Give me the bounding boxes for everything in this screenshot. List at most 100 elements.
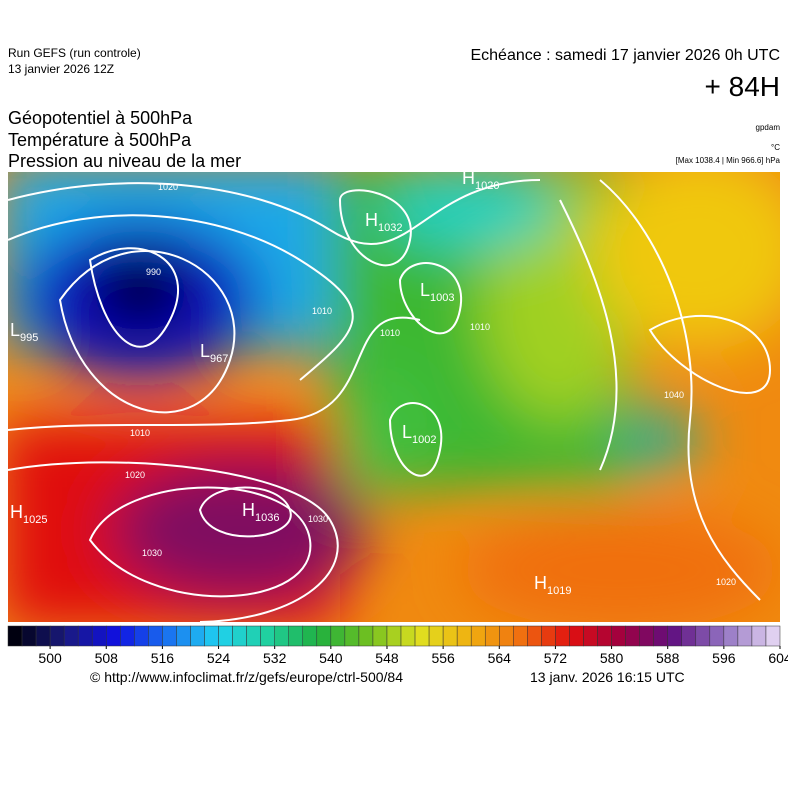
isobar-label: 990	[146, 267, 161, 277]
colorbar-cell	[765, 625, 781, 647]
colorbar-tick-label: 596	[712, 650, 736, 666]
colorbar-cell	[77, 625, 93, 647]
colorbar-tick-label: 604	[768, 650, 788, 666]
colorbar-cell	[106, 625, 121, 647]
isobar-label: 1030	[308, 514, 328, 524]
run-date: 13 janvier 2026 12Z	[8, 62, 114, 76]
pressure-center: L967	[200, 341, 228, 365]
colorbar-cell	[302, 625, 318, 647]
center-value: 1025	[23, 514, 47, 526]
colorbar-cell	[91, 625, 107, 647]
colorbar-cell	[513, 625, 528, 647]
colorbar-cell	[344, 625, 360, 647]
colorbar-cell	[63, 625, 79, 647]
map	[8, 172, 780, 622]
colorbar-cell	[49, 625, 65, 647]
colorbar-cell	[162, 625, 177, 647]
center-value: 1003	[430, 292, 454, 304]
colorbar-cell	[597, 625, 612, 647]
colorbar-tick-label: 556	[431, 650, 455, 666]
isobar-label: 1010	[470, 322, 490, 332]
colorbar-tick-label: 524	[207, 650, 231, 666]
colorbar-tick-label: 572	[544, 650, 568, 666]
colorbar-cell	[400, 625, 416, 647]
colorbar-cell	[653, 625, 668, 647]
colorbar-cell	[204, 625, 219, 647]
center-value: 1019	[547, 585, 571, 597]
valid-time: Echéance : samedi 17 janvier 2026 0h UTC	[470, 47, 780, 64]
colorbar-cell	[569, 625, 584, 647]
colorbar-tick-label: 548	[375, 650, 399, 666]
colorbar-cell	[428, 625, 444, 647]
colorbar-cell	[386, 625, 402, 647]
colorbar-cell	[232, 625, 247, 647]
colorbar-cell	[611, 625, 626, 647]
colorbar-cell	[134, 625, 149, 647]
colorbar-cell	[723, 625, 739, 647]
colorbar-tick-label: 540	[319, 650, 343, 666]
center-letter: H	[242, 500, 255, 520]
colorbar-tick-label: 500	[38, 650, 62, 666]
pressure-center: L995	[10, 320, 38, 344]
center-letter: L	[402, 422, 412, 442]
colorbar-cell	[709, 625, 725, 647]
colorbar-cell	[442, 625, 458, 647]
colorbar-cell	[372, 625, 388, 647]
colorbar-cell	[35, 625, 51, 647]
center-value: 1020	[475, 180, 499, 192]
isobar-label: 1010	[380, 328, 400, 338]
lead-time: + 84H	[705, 71, 781, 102]
colorbar-cell	[484, 625, 500, 647]
pressure-center: H1032	[365, 210, 402, 234]
isobar-label: 1040	[664, 390, 684, 400]
colorbar-cell	[246, 625, 261, 647]
colorbar-cell	[625, 625, 640, 647]
pressure-center: H1020	[462, 168, 499, 192]
colorbar-cell	[541, 625, 556, 647]
source-url: © http://www.infoclimat.fr/z/gefs/europe…	[90, 669, 403, 685]
colorbar-cell	[176, 625, 191, 647]
center-letter: H	[10, 502, 23, 522]
center-letter: L	[200, 341, 210, 361]
field-title: Pression au niveau de la mer	[8, 151, 241, 171]
isobar-label: 1030	[142, 548, 162, 558]
colorbar-cell	[667, 625, 682, 647]
pressure-center: L1003	[420, 280, 455, 304]
pressure-center: H1025	[10, 502, 47, 526]
colorbar-cell	[288, 625, 304, 647]
colorbar-cell	[316, 625, 332, 647]
isobar-label: 1020	[125, 470, 145, 480]
colorbar-cell	[414, 625, 430, 647]
colorbar-cell	[7, 625, 23, 647]
isobar-label: 1010	[130, 428, 150, 438]
colorbar-cell	[737, 625, 753, 647]
colorbar-tick-label: 532	[263, 650, 287, 666]
pressure-center: H1019	[534, 573, 571, 597]
colorbar-cell	[583, 625, 598, 647]
unit-label: °C	[771, 143, 780, 152]
colorbar-cell	[470, 625, 486, 647]
center-letter: L	[10, 320, 20, 340]
center-letter: H	[462, 168, 475, 188]
run-label: Run GEFS (run controle)	[8, 46, 141, 60]
colorbar-cell	[456, 625, 472, 647]
field-title: Température à 500hPa	[8, 130, 192, 150]
extremes: [Max 1038.4 | Min 966.6] hPa	[676, 156, 781, 165]
unit-label: gpdam	[756, 123, 781, 132]
pressure-center: L1002	[402, 422, 437, 446]
field-title: Géopotentiel à 500hPa	[8, 108, 193, 128]
colorbar-cell	[751, 625, 767, 647]
colorbar-cell	[639, 625, 654, 647]
center-value: 967	[210, 353, 228, 365]
colorbar-cell	[190, 625, 205, 647]
colorbar-cell	[695, 625, 711, 647]
isobar-label: 1020	[158, 182, 178, 192]
colorbar-cell	[527, 625, 542, 647]
colorbar-tick-label: 588	[656, 650, 680, 666]
isobar-label: 1020	[716, 577, 736, 587]
colorbar-cell	[148, 625, 163, 647]
center-value: 1002	[412, 434, 436, 446]
center-value: 1036	[255, 512, 279, 524]
colorbar-cell	[120, 625, 135, 647]
